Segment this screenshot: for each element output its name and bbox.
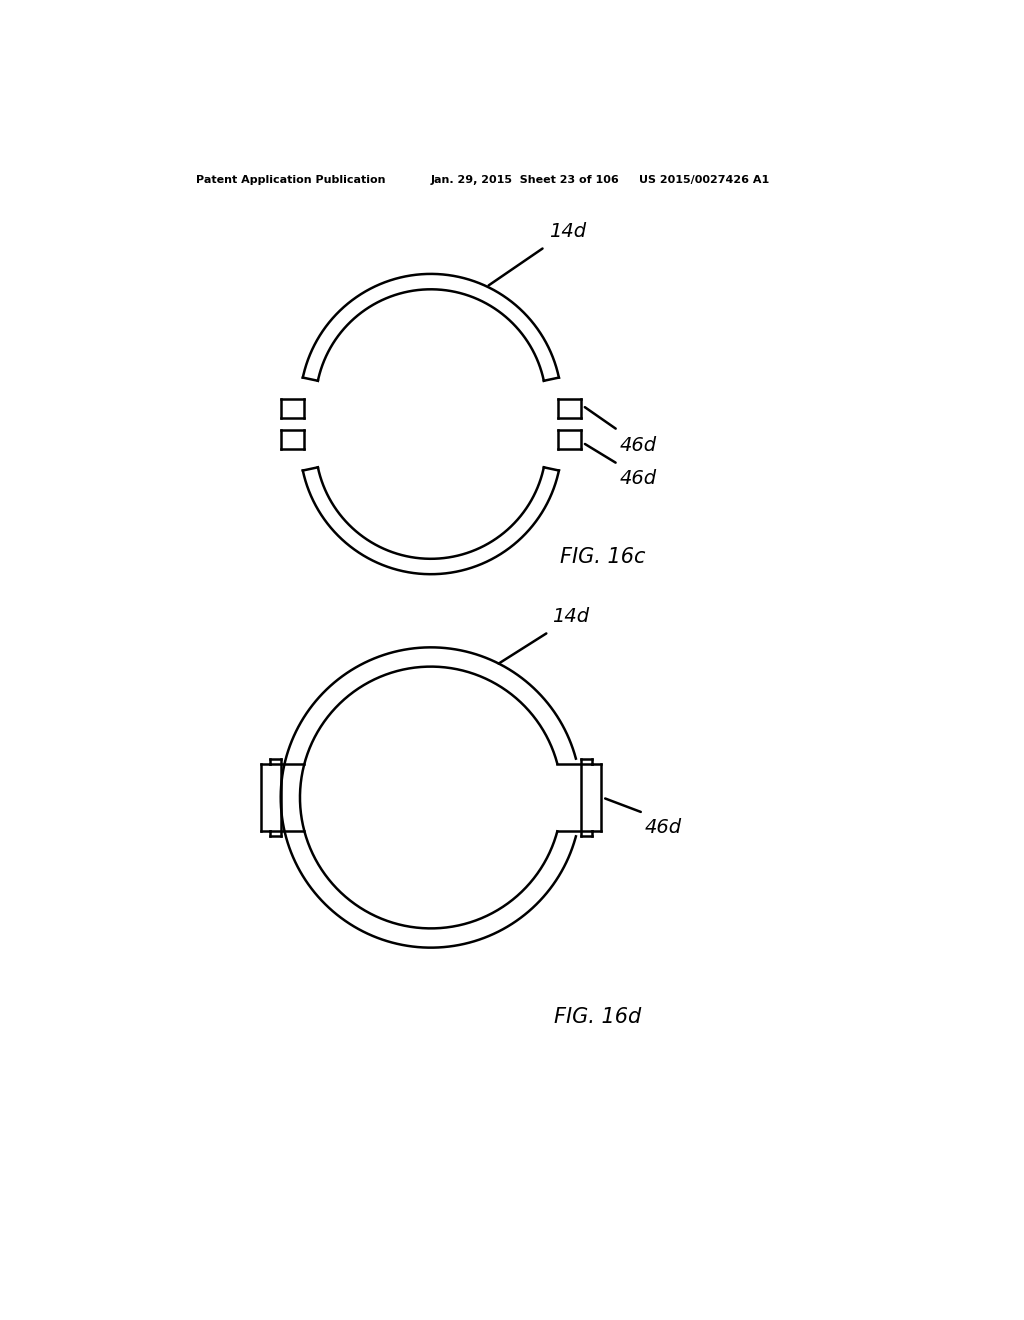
Text: FIG. 16c: FIG. 16c [560, 548, 646, 568]
Text: US 2015/0027426 A1: US 2015/0027426 A1 [639, 176, 769, 185]
Text: Patent Application Publication: Patent Application Publication [196, 176, 385, 185]
Text: 14d: 14d [552, 607, 589, 626]
Text: FIG. 16d: FIG. 16d [554, 1007, 641, 1027]
Text: 14d: 14d [549, 222, 586, 240]
Text: 46d: 46d [620, 436, 656, 454]
Text: 46d: 46d [620, 469, 656, 487]
Text: Jan. 29, 2015  Sheet 23 of 106: Jan. 29, 2015 Sheet 23 of 106 [431, 176, 620, 185]
Text: 46d: 46d [645, 817, 682, 837]
